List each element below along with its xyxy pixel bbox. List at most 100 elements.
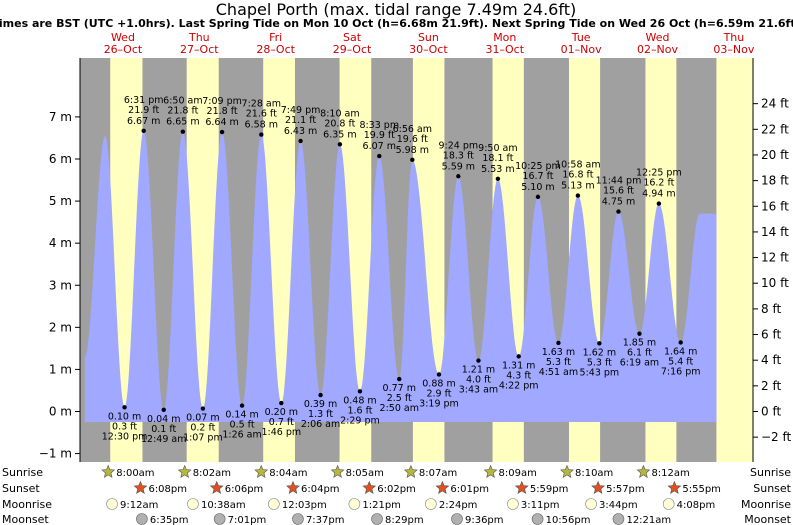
day-date-label: 01–Nov xyxy=(561,43,602,56)
high-tide-ft: 16.2 ft xyxy=(643,178,674,189)
high-tide-time: 9:24 pm xyxy=(439,140,479,151)
tide-point xyxy=(476,358,481,363)
high-tide-m: 6.35 m xyxy=(323,129,356,140)
tide-point xyxy=(298,138,303,144)
sunrise-time: 8:05am xyxy=(346,468,384,479)
high-tide-m: 4.94 m xyxy=(642,189,675,200)
low-tide-m: 0.10 m xyxy=(108,411,141,422)
tide-point xyxy=(556,340,561,346)
low-tide-m: 1.62 m xyxy=(583,347,616,358)
moonrise-time: 2:24pm xyxy=(439,500,478,511)
sunrise-star-icon xyxy=(483,464,498,478)
sunset-star-icon xyxy=(133,480,148,494)
right-tick-label: 10 ft xyxy=(761,276,789,290)
sun-moon-rows: Sunrise Sunrise Sunset Sunset Moonrise Moonri… xyxy=(2,464,792,525)
day-weekday-label: Wed xyxy=(646,31,670,44)
row-label-left: Sunrise xyxy=(2,466,43,479)
low-tide-ft: 5.3 ft xyxy=(587,357,612,368)
moonrise-icon xyxy=(268,498,280,510)
high-tide-m: 6.65 m xyxy=(166,117,199,128)
sunrise-star-icon xyxy=(636,464,651,478)
tide-point xyxy=(410,157,415,163)
sunset-star-icon xyxy=(209,480,224,494)
sunset-time: 6:08pm xyxy=(148,484,187,495)
low-tide-m: 0.07 m xyxy=(186,413,219,424)
low-tide-time: 2:50 am xyxy=(380,403,419,414)
high-tide-ft: 16.8 ft xyxy=(562,170,593,181)
tide-point xyxy=(456,174,461,179)
moonrise-icon xyxy=(425,498,437,510)
low-tide-m: 0.77 m xyxy=(383,383,416,394)
day-date-label: 03–Nov xyxy=(713,43,754,56)
high-tide-time: 6:31 pm xyxy=(124,95,164,106)
moonset-icon xyxy=(136,513,148,525)
high-tide-time: 7:09 pm xyxy=(202,96,242,107)
low-tide-ft: 5.3 ft xyxy=(546,357,571,368)
high-tide-ft: 21.6 ft xyxy=(246,109,277,120)
moonrise-time: 3:44pm xyxy=(599,500,638,511)
day-weekday-label: Mon xyxy=(493,31,516,44)
sunset-star-icon xyxy=(591,480,606,494)
left-tick-label: −1 m xyxy=(39,447,72,461)
sunset-time: 5:59pm xyxy=(530,484,569,495)
low-tide-ft: 4.0 ft xyxy=(466,375,491,386)
low-tide-time: 4:51 am xyxy=(539,367,578,378)
low-tide-m: 0.14 m xyxy=(225,410,258,421)
low-tide-time: 12:30 pm xyxy=(102,431,148,442)
high-tide-ft: 19.6 ft xyxy=(397,134,428,145)
low-tide-ft: 1.6 ft xyxy=(347,405,372,416)
low-tide-ft: 0.1 ft xyxy=(151,424,176,435)
tide-point xyxy=(239,403,245,408)
sunset-time: 5:57pm xyxy=(606,484,645,495)
right-tick-label: 6 ft xyxy=(761,328,781,342)
day-weekday-label: Thu xyxy=(188,31,210,44)
low-tide-time: 3:19 pm xyxy=(419,398,459,409)
low-tide-m: 0.48 m xyxy=(343,395,376,406)
high-tide-time: 9:50 am xyxy=(478,143,517,154)
sunrise-star-icon xyxy=(101,464,116,478)
low-tide-m: 0.04 m xyxy=(147,414,180,425)
day-weekday-label: Sat xyxy=(343,31,362,44)
left-tick-label: 2 m xyxy=(49,320,72,334)
high-tide-m: 4.75 m xyxy=(602,197,635,208)
tide-point xyxy=(357,389,363,394)
tide-point xyxy=(161,407,166,413)
sunset-time: 6:01pm xyxy=(450,484,489,495)
low-tide-ft: 0.3 ft xyxy=(112,421,137,432)
high-tide-time: 7:49 pm xyxy=(281,105,321,116)
moonrise-time: 12:03pm xyxy=(282,500,327,511)
tide-point xyxy=(377,153,382,159)
sunrise-time: 8:04am xyxy=(269,468,307,479)
moonrise-time: 9:12am xyxy=(120,500,158,511)
high-tide-time: 6:50 am xyxy=(163,96,202,107)
tide-point xyxy=(575,193,581,198)
moonrise-icon xyxy=(585,498,597,510)
tide-point xyxy=(219,129,225,135)
tide-point xyxy=(397,376,402,382)
low-tide-ft: 4.3 ft xyxy=(506,370,531,381)
moonset-icon xyxy=(292,513,304,525)
row-label-right: Sunrise xyxy=(750,466,791,479)
low-tide-time: 4:22 pm xyxy=(499,380,539,391)
axes: −1 m 0 m 1 m 2 m 3 m 4 m 5 m 6 m 7 m −2 ft 0 ft 2 f… xyxy=(39,58,792,462)
moonrise-icon xyxy=(348,498,361,510)
tide-point xyxy=(656,201,662,206)
moonset-time: 10:56pm xyxy=(546,515,591,525)
low-tide-m: 0.39 m xyxy=(304,399,337,410)
high-tide-time: 8:33 pm xyxy=(359,120,399,131)
low-tide-ft: 1.3 ft xyxy=(308,409,333,420)
left-tick-label: 7 m xyxy=(49,110,72,124)
day-weekday-label: Sun xyxy=(418,31,439,44)
right-tick-label: −2 ft xyxy=(761,430,792,444)
right-tick-label: 4 ft xyxy=(761,353,781,367)
moonrise-time: 10:38am xyxy=(201,500,246,511)
sunrise-star-icon xyxy=(560,464,574,478)
sunset-time: 6:04pm xyxy=(301,484,340,495)
high-tide-m: 5.10 m xyxy=(521,182,554,193)
left-tick-label: 4 m xyxy=(49,236,72,250)
right-tick-label: 2 ft xyxy=(761,379,781,393)
low-tide-ft: 2.5 ft xyxy=(387,393,412,404)
moonset-time: 7:01pm xyxy=(228,515,267,525)
sunrise-time: 8:09am xyxy=(499,468,537,479)
right-tick-label: 14 ft xyxy=(761,225,789,239)
